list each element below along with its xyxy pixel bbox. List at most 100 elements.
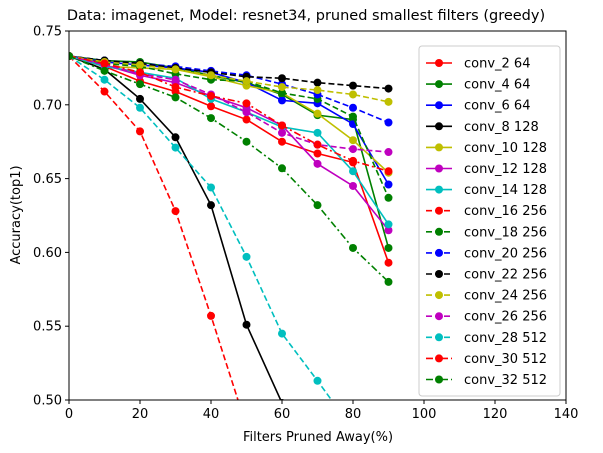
data-point: [313, 78, 322, 87]
data-point: [100, 87, 109, 96]
y-tick-label: 0.70: [33, 98, 62, 113]
series-line: [69, 55, 239, 400]
data-point: [384, 220, 393, 229]
x-axis-label: Filters Pruned Away(%): [243, 430, 393, 445]
y-axis-label: Accuracy(top1): [9, 165, 24, 264]
y-tick-label: 0.55: [33, 320, 62, 335]
data-point: [384, 193, 393, 202]
legend-label: conv_14 128: [464, 183, 547, 198]
series-line: [69, 55, 390, 283]
data-point: [349, 90, 357, 99]
data-point: [136, 80, 144, 89]
series-line: [69, 55, 390, 249]
data-point: [313, 109, 322, 118]
data-point: [278, 329, 286, 338]
legend-label: conv_6 64: [464, 99, 530, 114]
legend-label: conv_24 256: [464, 289, 547, 304]
data-point: [136, 127, 144, 136]
legend-box: [418, 45, 561, 397]
series-conv_4-64: [69, 52, 393, 252]
legend-marker: [435, 375, 443, 384]
data-point: [242, 137, 251, 146]
data-point: [313, 201, 322, 210]
x-tick-label: 20: [132, 407, 149, 422]
data-point: [171, 65, 180, 74]
data-point: [384, 84, 393, 93]
data-point: [171, 75, 180, 84]
data-point: [278, 88, 286, 97]
data-point: [242, 99, 251, 108]
legend: conv_2 64 conv_4 64 conv_6 64 conv_8 128 con…: [418, 45, 561, 397]
data-point: [242, 108, 251, 117]
legend-marker: [435, 354, 443, 363]
series-line: [69, 55, 390, 231]
data-point: [136, 60, 144, 69]
plot-frame: [68, 30, 567, 401]
series-layer: [69, 52, 393, 400]
series-line: [69, 55, 390, 263]
data-point: [100, 66, 109, 75]
data-point: [171, 133, 180, 142]
data-point: [349, 167, 357, 176]
data-point: [136, 94, 144, 103]
data-point: [136, 68, 144, 77]
data-point: [242, 320, 251, 329]
data-point: [384, 118, 393, 127]
legend-marker: [435, 143, 443, 152]
series-conv_30-512: [69, 52, 393, 176]
data-point: [242, 115, 251, 124]
data-point: [349, 136, 357, 145]
data-point: [384, 167, 393, 176]
x-tick-label: 120: [483, 407, 508, 422]
data-point: [384, 148, 393, 157]
legend-label: conv_28 512: [464, 331, 547, 346]
data-point: [207, 201, 215, 210]
x-tick-label: 40: [203, 407, 220, 422]
data-point: [349, 243, 357, 252]
data-point: [278, 137, 286, 146]
legend-marker: [435, 101, 443, 110]
data-point: [171, 207, 180, 216]
data-point: [384, 243, 393, 252]
legend-marker: [435, 312, 443, 321]
legend-marker: [435, 122, 443, 131]
data-point: [100, 59, 109, 68]
legend-marker: [435, 185, 443, 194]
data-point: [313, 140, 322, 149]
data-point: [278, 128, 286, 137]
data-point: [313, 128, 322, 137]
data-point: [313, 149, 322, 158]
series-conv_6-64: [69, 52, 393, 189]
data-point: [349, 156, 357, 165]
legend-label: conv_16 256: [464, 204, 547, 219]
legend-label: conv_30 512: [464, 352, 547, 367]
data-point: [207, 102, 215, 111]
series-conv_8-128: [69, 52, 285, 400]
legend-label: conv_2 64: [464, 57, 530, 72]
series-line: [69, 55, 390, 185]
series-line: [69, 55, 389, 124]
legend-marker: [435, 333, 443, 342]
y-tick-label: 0.65: [33, 172, 62, 187]
data-point: [384, 180, 393, 189]
legend-marker: [435, 248, 443, 257]
data-point: [242, 77, 251, 86]
y-tick-label: 0.50: [33, 394, 62, 409]
data-point: [349, 81, 357, 90]
data-point: [384, 97, 393, 106]
legend-label: conv_10 128: [464, 141, 547, 156]
series-line: [69, 55, 389, 172]
legend-label: conv_20 256: [464, 246, 547, 261]
legend-label: conv_32 512: [464, 373, 547, 388]
x-tick-label: 100: [412, 407, 437, 422]
series-line: [69, 55, 389, 153]
data-point: [384, 226, 393, 235]
series-line: [69, 55, 390, 174]
data-point: [207, 114, 215, 123]
data-point: [207, 183, 215, 192]
data-point: [384, 277, 393, 286]
legend-marker: [435, 227, 443, 236]
data-point: [278, 96, 286, 105]
data-point: [278, 121, 286, 130]
